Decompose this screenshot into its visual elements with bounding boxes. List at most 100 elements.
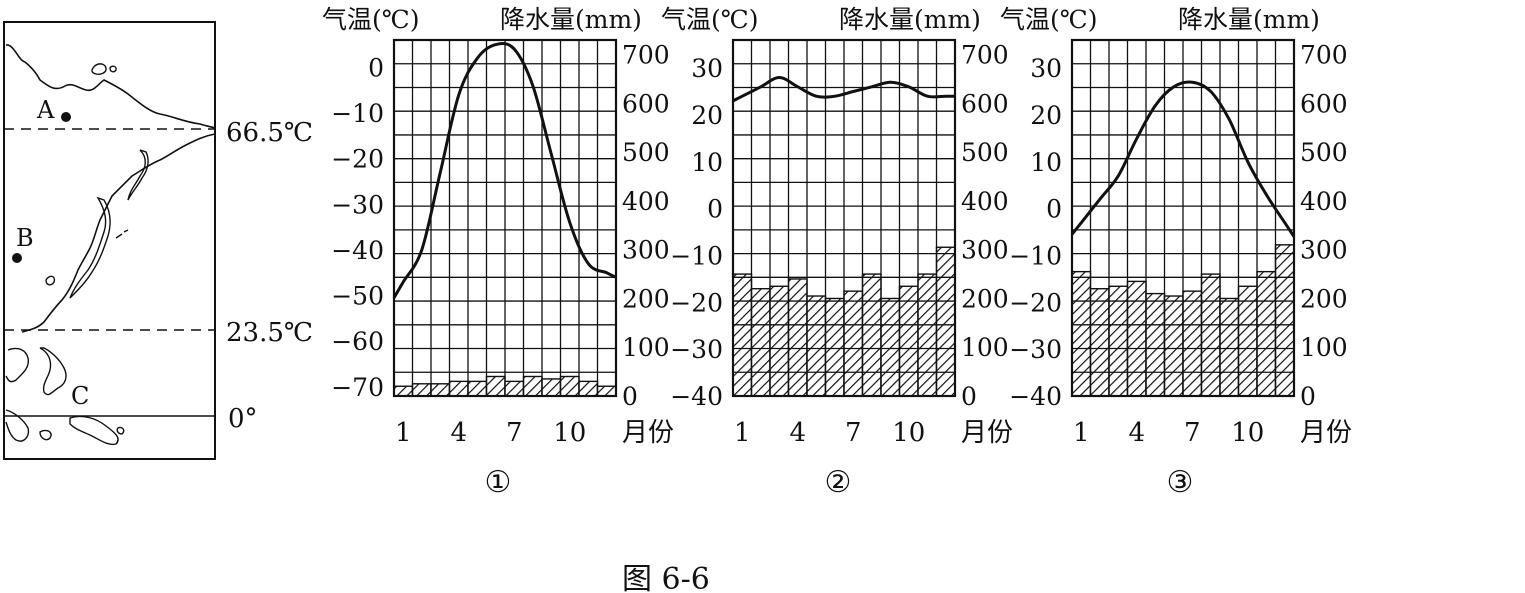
coastline-south <box>5 347 67 442</box>
temperature-tick-label: −60 <box>331 327 384 356</box>
month-tick-label: 10 <box>892 418 925 448</box>
precipitation-bar-month-9 <box>1219 297 1240 397</box>
month-tick-label: 4 <box>450 418 467 448</box>
plot-frame <box>392 38 618 398</box>
temperature-tick-label: −30 <box>670 335 723 364</box>
month-tick-label: 10 <box>553 418 586 448</box>
temperature-tick-label: 0 <box>707 195 723 224</box>
latitude-label-tropic: 23.5℃ <box>226 318 313 348</box>
precipitation-tick-label: 100 <box>961 333 1009 362</box>
precipitation-tick-label: 100 <box>622 333 670 362</box>
precipitation-bar-month-10 <box>1237 285 1258 397</box>
figure-caption: 图 6-6 <box>622 562 710 593</box>
precipitation-bar-month-11 <box>917 273 938 397</box>
precipitation-tick-label: 100 <box>1300 333 1348 362</box>
month-axis-label: 月份 <box>1300 418 1352 448</box>
precipitation-tick-label: 200 <box>1300 284 1348 313</box>
temperature-curve <box>732 75 955 103</box>
precipitation-bar-month-8 <box>1200 273 1221 397</box>
month-tick-label: 4 <box>1128 418 1145 448</box>
precipitation-bar-month-7 <box>1182 290 1203 397</box>
precipitation-bar-month-6 <box>485 375 506 397</box>
precipitation-tick-label: 500 <box>622 138 670 167</box>
precipitation-bar-month-3 <box>1108 285 1129 397</box>
precipitation-bar-month-3 <box>430 383 451 397</box>
temperature-tick-label: −20 <box>670 288 723 317</box>
temperature-tick-label: −20 <box>331 145 384 174</box>
month-tick-label: 7 <box>506 418 523 448</box>
location-map: A B C 66.5℃ 23.5℃ 0° <box>3 21 313 460</box>
month-axis-label: 月份 <box>961 418 1013 448</box>
temperature-tick-label: −50 <box>331 282 384 311</box>
latitude-label-arctic: 66.5℃ <box>226 118 313 148</box>
plot-frame <box>1070 38 1296 398</box>
precipitation-bar-month-6 <box>824 297 845 397</box>
precipitation-bar-month-12 <box>1274 244 1295 397</box>
precipitation-bar-month-3 <box>769 285 790 397</box>
month-tick-label: 1 <box>734 418 751 448</box>
island-chain <box>45 229 129 286</box>
precipitation-bar-month-11 <box>578 380 599 397</box>
chart-number-label: ② <box>825 465 852 500</box>
precipitation-bar-month-1 <box>393 385 414 397</box>
latitude-label-equator: 0° <box>228 404 258 434</box>
precipitation-bar-month-10 <box>559 375 580 397</box>
precipitation-tick-label: 0 <box>622 382 638 411</box>
month-tick-label: 10 <box>1231 418 1264 448</box>
temperature-tick-label: 10 <box>1030 148 1062 177</box>
point-a-label: A <box>36 96 55 124</box>
precipitation-bar-month-10 <box>898 285 919 397</box>
point-b-label: B <box>16 224 34 252</box>
precipitation-tick-label: 0 <box>1300 382 1316 411</box>
precipitation-bar-month-8 <box>522 375 543 397</box>
temperature-tick-label: −20 <box>1009 288 1062 317</box>
island-kamchatka <box>127 149 149 201</box>
temperature-tick-label: −70 <box>331 373 384 402</box>
point-b-marker <box>12 253 22 263</box>
precipitation-bar-month-2 <box>411 383 432 397</box>
temperature-tick-label: 0 <box>1046 195 1062 224</box>
temperature-tick-label: −10 <box>331 99 384 128</box>
precipitation-tick-label: 200 <box>961 284 1009 313</box>
precipitation-bar-month-4 <box>448 380 469 397</box>
precipitation-tick-label: 700 <box>622 41 670 70</box>
temperature-tick-label: −10 <box>1009 241 1062 270</box>
precipitation-bar-month-9 <box>541 378 562 397</box>
month-tick-label: 7 <box>1184 418 1201 448</box>
plot-frame <box>731 38 957 398</box>
precipitation-tick-label: 500 <box>1300 138 1348 167</box>
precipitation-axis-label: 降水量(mm) <box>839 5 981 34</box>
coastline-north <box>5 44 216 129</box>
map-frame <box>3 21 216 460</box>
island-new-guinea <box>39 415 125 446</box>
precipitation-bar-month-5 <box>1145 292 1166 397</box>
coastline-east <box>21 133 216 333</box>
temperature-tick-label: −10 <box>670 241 723 270</box>
climate-chart-3: 3020100−10−20−30−40700600500400300200100… <box>1000 5 1352 500</box>
precipitation-tick-label: 300 <box>961 236 1009 265</box>
precipitation-bar-month-8 <box>861 273 882 397</box>
temperature-tick-label: −40 <box>670 382 723 411</box>
precipitation-bar-month-5 <box>806 295 827 397</box>
precipitation-bar-month-2 <box>750 288 771 397</box>
precipitation-tick-label: 700 <box>961 41 1009 70</box>
precipitation-axis-label: 降水量(mm) <box>1178 5 1320 34</box>
precipitation-tick-label: 700 <box>1300 41 1348 70</box>
precipitation-tick-label: 500 <box>961 138 1009 167</box>
month-tick-label: 1 <box>1073 418 1090 448</box>
month-tick-label: 7 <box>845 418 862 448</box>
temperature-tick-label: 10 <box>691 148 723 177</box>
temperature-tick-label: 30 <box>1030 54 1062 83</box>
precipitation-bar-month-7 <box>504 380 525 397</box>
precipitation-bar-month-7 <box>843 290 864 397</box>
precipitation-tick-label: 400 <box>961 187 1009 216</box>
temperature-tick-label: −30 <box>1009 335 1062 364</box>
precipitation-bar-month-1 <box>1071 270 1092 397</box>
precipitation-bar-month-4 <box>1126 280 1147 397</box>
precipitation-bar-month-2 <box>1089 288 1110 397</box>
precipitation-tick-label: 300 <box>622 236 670 265</box>
precipitation-tick-label: 600 <box>622 89 670 118</box>
climate-chart-1: 0 −10 −20 −30 −40 −50 −60 −70 700 600 500 400 300 200… <box>322 5 674 500</box>
island-japan <box>69 196 111 299</box>
